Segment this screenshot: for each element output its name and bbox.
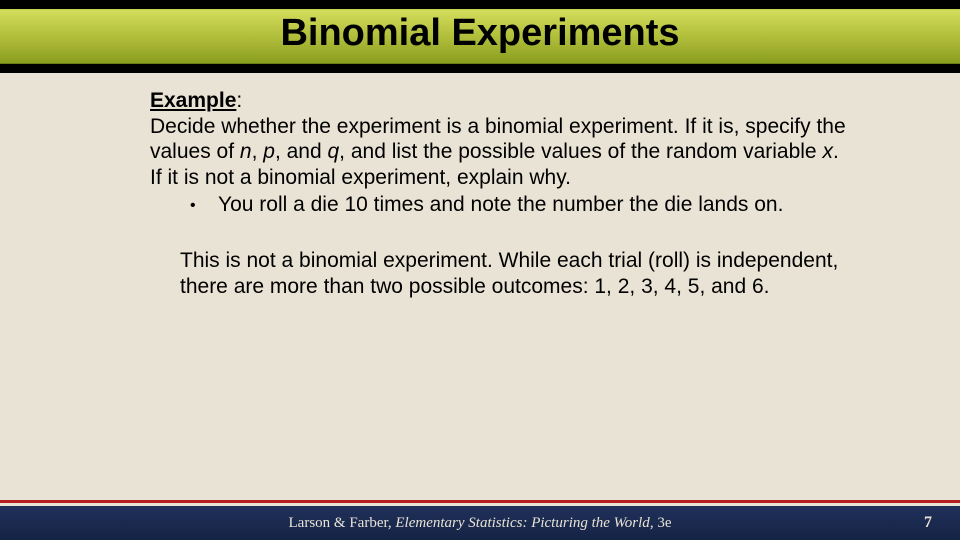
prompt-part2: , and list the possible values of the ra… <box>339 140 822 163</box>
mid-black-bar <box>0 64 960 73</box>
footer-edition: , 3e <box>650 515 672 531</box>
sep2: , and <box>275 140 328 163</box>
slide-title: Binomial Experiments <box>0 12 960 55</box>
var-x: x <box>822 140 833 163</box>
example-heading: Example: <box>150 88 850 114</box>
bullet-glyph: • <box>190 192 218 218</box>
footer-book: Elementary Statistics: Picturing the Wor… <box>395 515 649 531</box>
top-black-bar <box>0 0 960 9</box>
example-label-suffix: : <box>236 89 242 112</box>
bullet-text: You roll a die 10 times and note the num… <box>218 192 850 218</box>
page-number: 7 <box>924 514 932 532</box>
var-p: p <box>263 140 275 163</box>
divider-line <box>0 500 960 503</box>
example-label: Example <box>150 89 236 112</box>
sep1: , <box>252 140 264 163</box>
footer-citation: Larson & Farber, Elementary Statistics: … <box>0 515 960 532</box>
footer-authors: Larson & Farber, <box>289 515 396 531</box>
answer-text: This is not a binomial experiment. While… <box>150 248 850 299</box>
example-prompt: Decide whether the experiment is a binom… <box>150 114 850 191</box>
var-q: q <box>327 140 339 163</box>
var-n: n <box>240 140 252 163</box>
content-area: Example: Decide whether the experiment i… <box>150 88 850 299</box>
bullet-item: • You roll a die 10 times and note the n… <box>150 192 850 218</box>
